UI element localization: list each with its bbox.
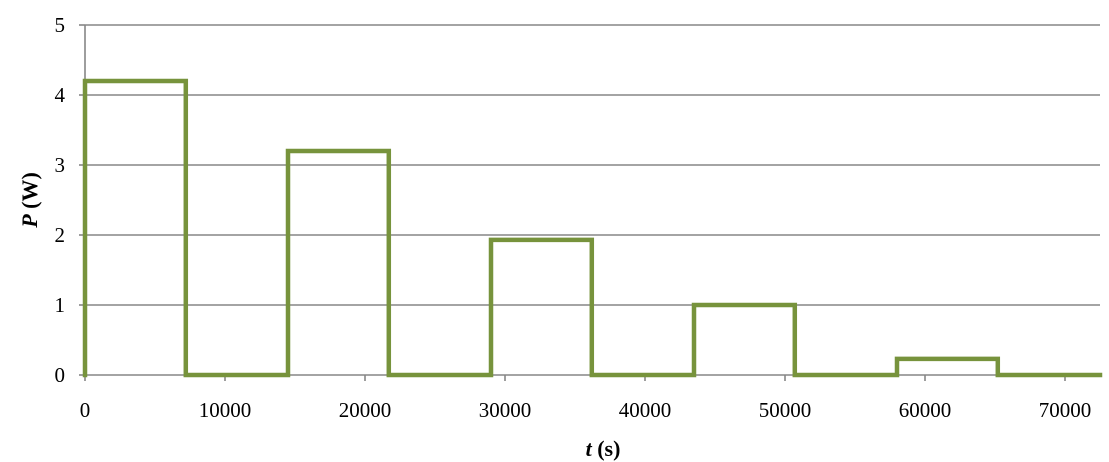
x-axis-variable: t bbox=[586, 436, 593, 461]
x-axis-title: t (s) bbox=[586, 436, 621, 461]
gridlines bbox=[85, 24, 1100, 306]
y-axis-unit: (W) bbox=[17, 172, 42, 214]
x-axis-unit: (s) bbox=[592, 436, 621, 461]
axes bbox=[79, 24, 1100, 381]
x-tick-labels: 0 10000 20000 30000 40000 50000 60000 70000 bbox=[80, 398, 1092, 422]
x-tick-label-20000: 20000 bbox=[339, 398, 392, 422]
y-tick-label-1: 1 bbox=[55, 293, 66, 317]
y-tick-label-4: 4 bbox=[55, 83, 66, 107]
x-tick-label-30000: 30000 bbox=[479, 398, 532, 422]
x-tick-label-0: 0 bbox=[80, 398, 91, 422]
series-layer bbox=[82, 78, 1103, 378]
y-tick-label-3: 3 bbox=[55, 153, 66, 177]
x-tick-label-50000: 50000 bbox=[759, 398, 812, 422]
y-axis-title: P (W) bbox=[17, 172, 42, 229]
y-tick-labels: 0 1 2 3 4 5 bbox=[55, 13, 66, 387]
y-tick-label-5: 5 bbox=[55, 13, 66, 37]
series-line-1 bbox=[82, 78, 1103, 378]
x-tick-label-40000: 40000 bbox=[619, 398, 672, 422]
x-tick-label-10000: 10000 bbox=[199, 398, 252, 422]
x-tick-label-70000: 70000 bbox=[1039, 398, 1092, 422]
x-tick-label-60000: 60000 bbox=[899, 398, 952, 422]
y-tick-label-2: 2 bbox=[55, 223, 66, 247]
y-tick-label-0: 0 bbox=[55, 363, 66, 387]
y-axis-variable: P bbox=[17, 214, 42, 229]
